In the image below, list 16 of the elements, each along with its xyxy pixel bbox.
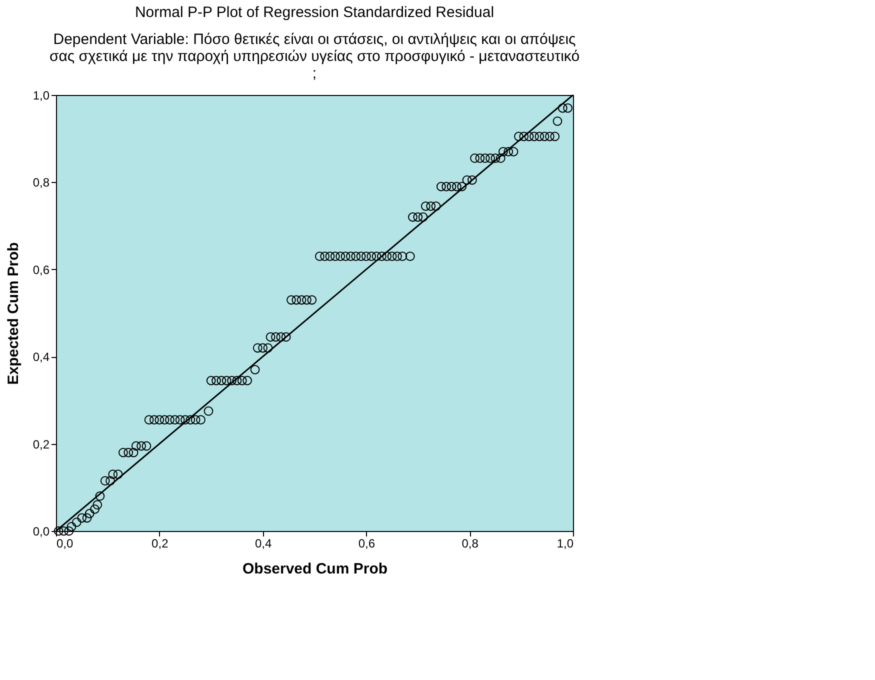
y-axis-title: Expected Cum Prob [4, 242, 22, 385]
y-tick-label: 0,0 [32, 524, 50, 538]
x-tick-label: 0,2 [152, 536, 169, 550]
y-tick-label: 0,2 [32, 437, 50, 452]
y-tick-label: 0,8 [32, 176, 50, 190]
x-tick-label: 0,4 [254, 536, 272, 550]
y-tick-label: 0,4 [32, 350, 50, 364]
x-tick-label: 0,8 [462, 536, 479, 550]
x-axis-title: Observed Cum Prob [242, 560, 388, 578]
y-tick-label: 1,0 [32, 88, 50, 102]
y-tick-label: 0,6 [32, 262, 50, 277]
chart-title: Normal P-P Plot of Regression Standardized Residual [134, 4, 494, 21]
x-tick-label: 0,6 [358, 536, 376, 550]
x-tick-label: 0,0 [56, 536, 74, 550]
x-tick-label: 1,0 [556, 536, 574, 550]
chart-subtitle: Dependent Variable: Πόσο θετικές είναι οι στάσεις, οι αντιλήψεις και οι απόψεις σας σχετικά με την παροχή υπηρεσιών υγείας στο προσφυγικό - μεταναστευτικό ; [49, 31, 580, 82]
